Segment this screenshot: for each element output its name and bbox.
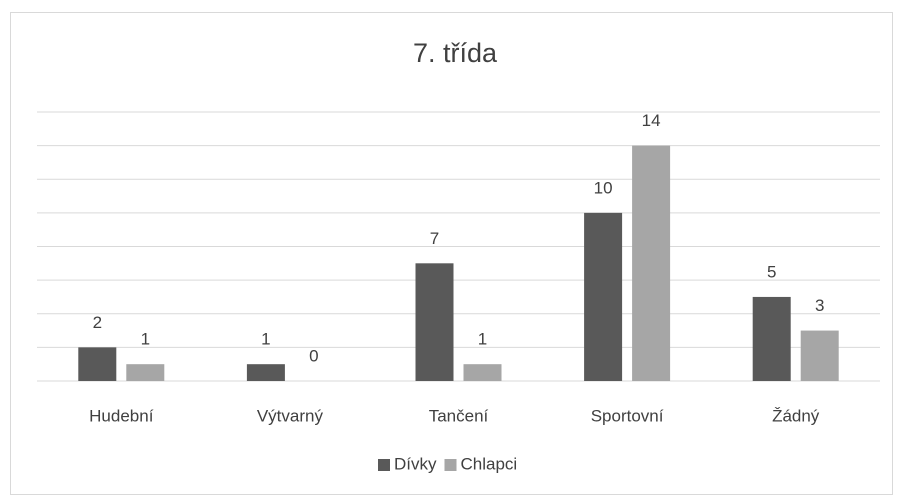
data-label: 1 (478, 330, 487, 349)
legend-label: Dívky (394, 454, 437, 473)
data-label: 10 (594, 178, 613, 197)
data-label: 0 (309, 346, 318, 365)
bar (126, 364, 165, 381)
bar (463, 364, 502, 381)
bar (800, 330, 839, 381)
bar (752, 296, 791, 381)
legend-label: Chlapci (461, 454, 518, 473)
bar (584, 212, 623, 381)
x-tick-label: Hudební (89, 406, 154, 425)
data-label: 1 (141, 330, 150, 349)
x-tick-label: Žádný (772, 406, 820, 425)
bar (78, 347, 117, 381)
data-label: 14 (642, 111, 661, 130)
chart-border (10, 12, 893, 495)
chart-title: 7. třída (413, 38, 498, 68)
bar (632, 145, 671, 381)
legend-swatch (378, 459, 390, 471)
data-label: 2 (93, 313, 102, 332)
data-label: 3 (815, 296, 824, 315)
data-label: 7 (430, 229, 439, 248)
x-tick-label: Výtvarný (257, 406, 324, 425)
data-label: 1 (261, 330, 270, 349)
data-label: 5 (767, 262, 776, 281)
bar (415, 263, 454, 381)
legend-swatch (444, 459, 457, 471)
x-tick-label: Tančení (429, 406, 489, 425)
bar (246, 364, 285, 381)
x-tick-label: Sportovní (591, 406, 664, 425)
